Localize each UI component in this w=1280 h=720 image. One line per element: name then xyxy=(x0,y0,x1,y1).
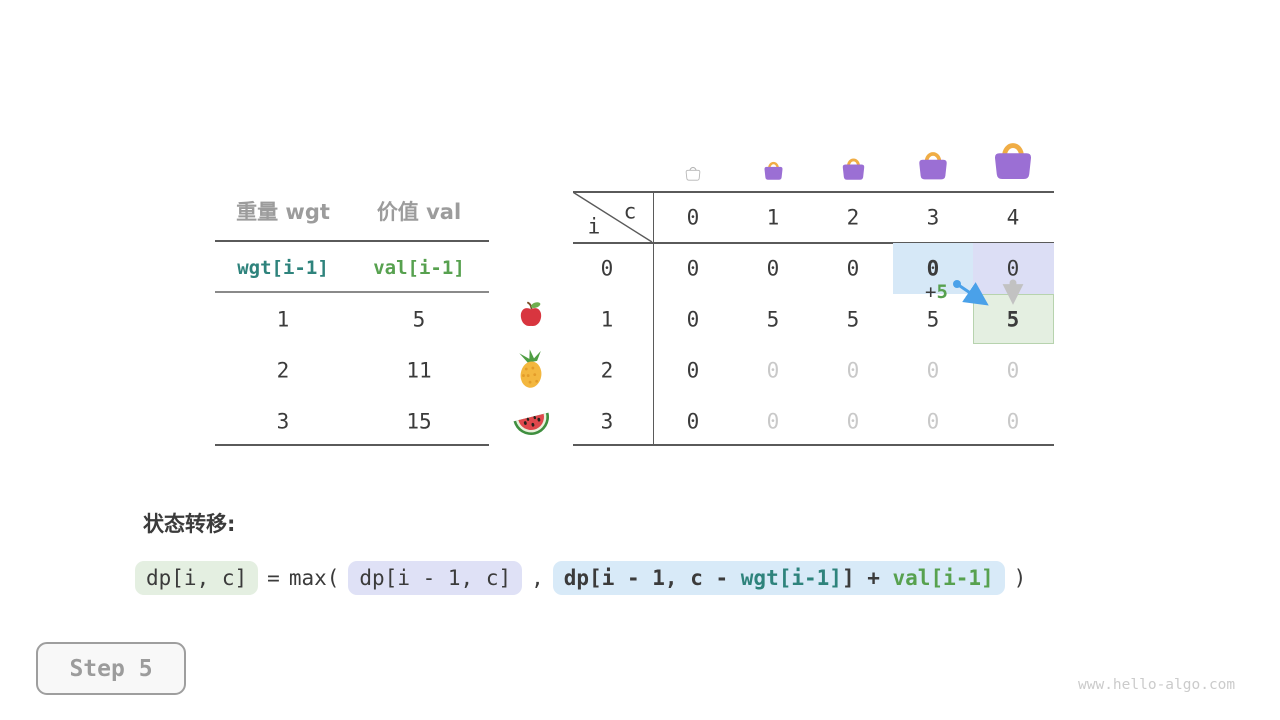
dp-cell: 0 xyxy=(766,256,780,280)
dp-cell: 0 xyxy=(1006,409,1020,433)
apple-icon xyxy=(516,299,546,329)
item-weight-cell: 1 xyxy=(276,307,290,331)
pineapple-icon xyxy=(515,348,547,390)
bag-capacity-2-icon xyxy=(841,153,866,181)
bag-capacity-0-icon xyxy=(685,163,701,181)
formula-close-paren: ) xyxy=(1013,566,1027,590)
items-table-index-label: val[i-1] xyxy=(373,257,465,279)
formula-lhs-pill: dp[i, c] xyxy=(135,561,259,595)
items-table-header: 重量 wgt xyxy=(236,200,330,224)
dp-cell: 0 xyxy=(846,409,860,433)
dp-cell: 5 xyxy=(926,307,940,331)
formula-take-pill-part: val[i-1] xyxy=(892,566,994,590)
items-table-top-rule xyxy=(215,240,489,242)
formula-max-open: max( xyxy=(288,566,340,590)
dp-cell: 5 xyxy=(766,307,780,331)
formula-take-pill-part: dp[i - 1, c - xyxy=(563,566,741,590)
bag-capacity-4-icon xyxy=(992,134,1034,181)
dp-row-variable: i xyxy=(587,214,601,239)
bag-capacity-3-icon xyxy=(917,145,949,181)
dp-row-header: 0 xyxy=(600,256,614,280)
plus-sign: + xyxy=(925,281,937,303)
step-indicator-button[interactable]: Step 5 xyxy=(36,642,186,695)
dp-cell: 0 xyxy=(926,358,940,382)
dp-cell: 5 xyxy=(846,307,860,331)
dp-col-variable: c xyxy=(623,199,637,224)
item-value-cell: 15 xyxy=(406,409,432,433)
dp-cell: 0 xyxy=(686,307,700,331)
items-table-bottom-rule xyxy=(215,444,489,446)
formula-take-pill-part: wgt[i-1] xyxy=(740,566,842,590)
state-transition-heading: 状态转移: xyxy=(143,512,236,536)
item-weight-cell: 2 xyxy=(276,358,290,382)
dp-row-header: 2 xyxy=(600,358,614,382)
state-transition-formula: dp[i, c] = max( dp[i - 1, c] , dp[i - 1,… xyxy=(135,561,1026,595)
dp-cell: 0 xyxy=(686,358,700,382)
dp-col-header: 1 xyxy=(766,205,780,230)
formula-skip-pill: dp[i - 1, c] xyxy=(348,561,523,595)
formula-equals: = xyxy=(267,566,280,590)
dp-cell: 0 xyxy=(766,358,780,382)
item-value-cell: 11 xyxy=(406,358,432,382)
dp-row-header: 3 xyxy=(600,409,614,433)
watermelon-icon xyxy=(510,402,552,436)
dp-table-header-rule xyxy=(573,242,1054,244)
gain-value: 5 xyxy=(936,281,948,303)
dp-cell: 0 xyxy=(766,409,780,433)
bag-capacity-1-icon xyxy=(763,157,784,181)
dp-cell: 0 xyxy=(846,256,860,280)
dp-cell: 0 xyxy=(846,358,860,382)
items-table-header: 价值 val xyxy=(376,200,462,224)
dp-col-header: 3 xyxy=(926,205,940,230)
dp-cell: 0 xyxy=(926,256,940,280)
item-weight-cell: 3 xyxy=(276,409,290,433)
dp-cell: 5 xyxy=(1006,307,1020,331)
formula-take-pill-part: ] + xyxy=(841,566,893,590)
items-table-index-label: wgt[i-1] xyxy=(237,257,329,279)
dp-table-vertical-rule xyxy=(652,192,655,444)
dp-col-header: 4 xyxy=(1006,205,1020,230)
dp-cell: 0 xyxy=(1006,358,1020,382)
formula-take-pill: dp[i - 1, c - wgt[i-1]] + val[i-1] xyxy=(552,561,1005,595)
dp-cell: 0 xyxy=(686,409,700,433)
formula-comma: , xyxy=(531,566,544,590)
transition-gain-annotation: +5 xyxy=(925,283,948,302)
dp-cell: 0 xyxy=(1006,256,1020,280)
watermark: www.hello-algo.com xyxy=(1078,677,1236,693)
dp-col-header: 2 xyxy=(846,205,860,230)
items-table-mid-rule xyxy=(215,291,489,293)
dp-corner-diagonal xyxy=(573,191,653,243)
dp-cell: 0 xyxy=(686,256,700,280)
dp-col-header: 0 xyxy=(686,205,700,230)
dp-cell: 0 xyxy=(926,409,940,433)
dp-table-top-rule xyxy=(573,191,1054,193)
dp-row-header: 1 xyxy=(600,307,614,331)
dp-table-bottom-rule xyxy=(573,443,1054,446)
item-value-cell: 5 xyxy=(412,307,426,331)
